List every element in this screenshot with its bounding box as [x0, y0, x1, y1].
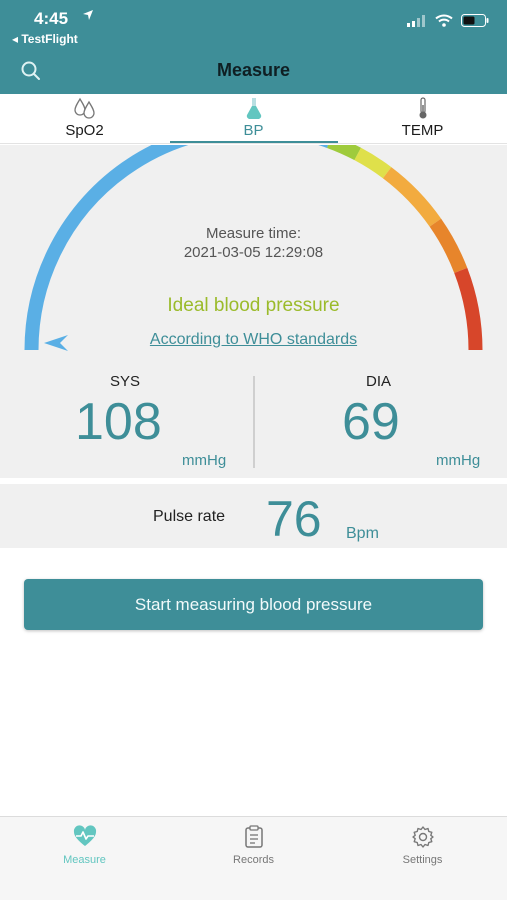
measure-time-label: Measure time: [205, 225, 302, 242]
bp-result: Ideal blood pressure [167, 295, 340, 316]
pulse-panel: Pulse rate 76 Bpm [0, 484, 507, 548]
who-standards-link[interactable]: According to WHO standards [149, 331, 358, 348]
readings-divider [253, 376, 255, 468]
back-to-testflight[interactable]: ◂ TestFlight [12, 32, 78, 46]
droplets-icon [0, 96, 169, 120]
measure-tabs: SpO2 BP TEMP [0, 94, 507, 144]
bottom-nav: Measure Records Settings [0, 816, 507, 900]
sys-reading: SYS 108 mmHg [0, 370, 253, 478]
location-arrow-icon [82, 9, 94, 24]
tab-spo2[interactable]: SpO2 [0, 94, 169, 144]
nav-bar: Measure [0, 48, 507, 94]
measure-time-value: 2021-03-05 12:29:08 [183, 244, 324, 261]
clipboard-icon [169, 825, 338, 849]
tab-bp[interactable]: BP [169, 94, 338, 144]
dia-unit: mmHg [436, 452, 481, 469]
status-bar: 4:45 ◂ TestFlight [0, 0, 507, 48]
gauge-segment-red [454, 267, 483, 351]
sys-unit: mmHg [182, 452, 227, 469]
status-time: 4:45 [34, 9, 69, 28]
dia-reading: DIA 69 mmHg [254, 370, 507, 478]
pulse-unit: Bpm [346, 525, 379, 542]
gauge-segment-green [326, 145, 362, 161]
bottom-tab-measure[interactable]: Measure [0, 817, 169, 900]
gear-icon [338, 825, 507, 849]
bp-readings: SYS 108 mmHg DIA 69 mmHg [0, 370, 507, 478]
search-icon[interactable] [20, 60, 42, 87]
status-icons [407, 14, 489, 32]
wifi-icon [435, 14, 453, 32]
gauge-segment-yellow [354, 147, 392, 179]
bp-gauge [24, 145, 483, 351]
bottom-tab-records-label: Records [233, 854, 274, 866]
tab-bp-label: BP [243, 122, 264, 139]
tab-temp[interactable]: TEMP [338, 94, 507, 144]
gauge-segment-dark-orange [429, 218, 468, 274]
pulse-label: Pulse rate [153, 508, 226, 525]
bottom-tab-settings-label: Settings [402, 854, 443, 866]
pulse-value: 76 [266, 491, 322, 547]
gauge-pointer [44, 335, 68, 351]
start-measuring-button[interactable]: Start measuring blood pressure [24, 579, 483, 630]
battery-icon [461, 14, 489, 32]
active-tab-indicator [170, 141, 338, 143]
flask-icon [169, 96, 338, 120]
gauge-segment-blue [24, 145, 329, 351]
sys-value: 108 [75, 393, 162, 451]
tab-temp-label: TEMP [401, 122, 444, 139]
bottom-tab-measure-label: Measure [63, 854, 106, 866]
heart-pulse-icon [0, 825, 169, 849]
sys-label: SYS [110, 373, 141, 390]
thermometer-icon [338, 96, 507, 120]
dia-value: 69 [342, 393, 400, 451]
tab-spo2-label: SpO2 [65, 122, 104, 139]
page-title: Measure [216, 60, 291, 80]
bottom-tab-records[interactable]: Records [169, 817, 338, 900]
gauge-segment-orange [382, 167, 442, 227]
bottom-tab-settings[interactable]: Settings [338, 817, 507, 900]
dia-label: DIA [366, 373, 392, 390]
signal-icon [407, 14, 427, 32]
